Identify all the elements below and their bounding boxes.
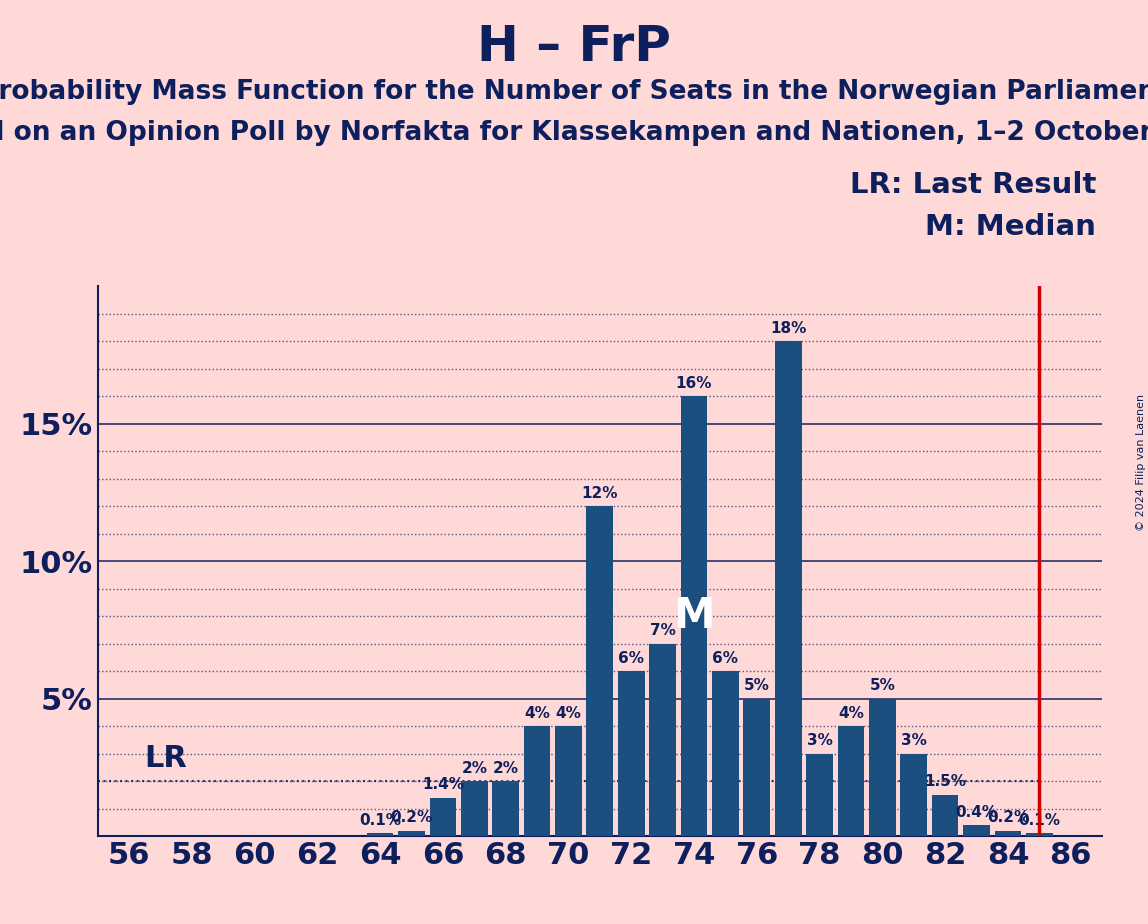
Bar xyxy=(775,342,801,836)
Text: H – FrP: H – FrP xyxy=(478,23,670,71)
Text: 16%: 16% xyxy=(676,376,712,391)
Bar xyxy=(1026,833,1053,836)
Text: 18%: 18% xyxy=(770,321,806,336)
Bar xyxy=(869,699,895,836)
Bar xyxy=(744,699,770,836)
Bar xyxy=(712,671,738,836)
Bar xyxy=(492,782,519,836)
Text: LR: LR xyxy=(145,744,187,773)
Text: 4%: 4% xyxy=(556,706,581,721)
Bar xyxy=(806,754,833,836)
Bar xyxy=(932,795,959,836)
Text: 0.1%: 0.1% xyxy=(1018,813,1061,828)
Bar xyxy=(587,506,613,836)
Bar xyxy=(994,831,1022,836)
Bar xyxy=(366,833,394,836)
Bar xyxy=(900,754,928,836)
Text: 0.4%: 0.4% xyxy=(955,805,998,820)
Text: 4%: 4% xyxy=(525,706,550,721)
Text: 4%: 4% xyxy=(838,706,864,721)
Text: 0.2%: 0.2% xyxy=(987,810,1029,825)
Text: 6%: 6% xyxy=(619,650,644,666)
Bar xyxy=(681,396,707,836)
Text: M: Median: M: Median xyxy=(925,213,1096,240)
Text: 1.4%: 1.4% xyxy=(421,777,464,792)
Text: 12%: 12% xyxy=(582,486,618,501)
Text: © 2024 Filip van Laenen: © 2024 Filip van Laenen xyxy=(1135,394,1146,530)
Bar xyxy=(523,726,550,836)
Bar xyxy=(461,782,488,836)
Text: 2%: 2% xyxy=(492,760,519,776)
Bar xyxy=(398,831,425,836)
Bar xyxy=(429,797,456,836)
Text: M: M xyxy=(673,595,715,638)
Text: Probability Mass Function for the Number of Seats in the Norwegian Parliament: Probability Mass Function for the Number… xyxy=(0,79,1148,104)
Text: 5%: 5% xyxy=(744,678,769,693)
Text: 6%: 6% xyxy=(713,650,738,666)
Bar xyxy=(556,726,582,836)
Text: 2%: 2% xyxy=(461,760,487,776)
Text: 5%: 5% xyxy=(869,678,895,693)
Bar xyxy=(650,644,676,836)
Text: 0.2%: 0.2% xyxy=(390,810,433,825)
Text: 1.5%: 1.5% xyxy=(924,774,967,789)
Bar xyxy=(618,671,644,836)
Text: 0.1%: 0.1% xyxy=(359,813,401,828)
Bar xyxy=(838,726,864,836)
Text: 3%: 3% xyxy=(807,734,832,748)
Text: 7%: 7% xyxy=(650,624,675,638)
Bar xyxy=(963,825,990,836)
Text: Based on an Opinion Poll by Norfakta for Klassekampen and Nationen, 1–2 October : Based on an Opinion Poll by Norfakta for… xyxy=(0,120,1148,146)
Text: 3%: 3% xyxy=(901,734,926,748)
Text: LR: Last Result: LR: Last Result xyxy=(850,171,1096,199)
